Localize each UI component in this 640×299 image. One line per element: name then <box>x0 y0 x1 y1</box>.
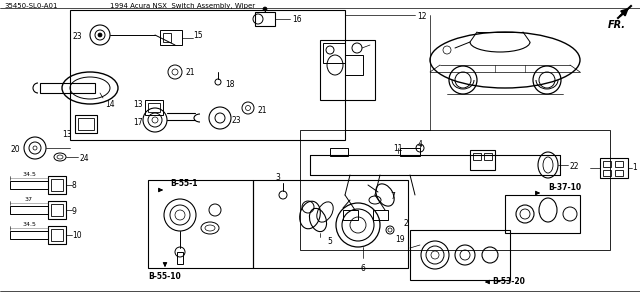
Bar <box>40 83 95 93</box>
Bar <box>48 201 66 219</box>
Text: 3: 3 <box>276 173 280 182</box>
Bar <box>373 210 388 220</box>
Text: 15: 15 <box>193 30 203 39</box>
Bar <box>148 180 253 268</box>
Bar <box>48 226 66 244</box>
Text: 21: 21 <box>185 68 195 77</box>
Bar <box>10 181 48 189</box>
Text: 5: 5 <box>328 237 332 246</box>
Text: 35450-SL0-A01: 35450-SL0-A01 <box>4 3 58 9</box>
Text: B-55-1: B-55-1 <box>170 179 198 188</box>
Text: 7: 7 <box>390 192 395 201</box>
Text: 22: 22 <box>570 162 579 171</box>
Bar <box>484 153 492 160</box>
Text: 13: 13 <box>62 130 72 139</box>
Bar <box>70 10 345 140</box>
Bar <box>323 43 345 63</box>
Bar <box>48 176 66 194</box>
Text: 10: 10 <box>72 231 82 240</box>
Text: 21: 21 <box>258 106 268 115</box>
Bar <box>320 40 375 100</box>
Text: B-53-20: B-53-20 <box>492 277 525 286</box>
Text: 6: 6 <box>360 264 365 273</box>
Text: 16: 16 <box>292 15 301 24</box>
Bar <box>255 12 275 26</box>
Bar <box>51 204 63 216</box>
Text: 11: 11 <box>393 144 403 153</box>
Bar <box>600 158 628 178</box>
Text: 18: 18 <box>225 80 234 89</box>
Text: 2: 2 <box>403 219 408 228</box>
Bar <box>148 103 160 112</box>
Bar <box>51 179 63 191</box>
Bar <box>160 30 182 45</box>
Text: 23: 23 <box>232 116 242 125</box>
Bar <box>410 230 510 280</box>
Bar <box>10 231 48 239</box>
Text: 1994 Acura NSX  Switch Assembly, Wiper: 1994 Acura NSX Switch Assembly, Wiper <box>110 3 255 9</box>
Text: FR.: FR. <box>608 20 626 30</box>
Text: 20: 20 <box>10 145 20 154</box>
Text: 23: 23 <box>72 32 82 41</box>
Text: 13: 13 <box>133 100 143 109</box>
Text: 12: 12 <box>417 12 426 21</box>
Text: 34.5: 34.5 <box>22 172 36 177</box>
Circle shape <box>98 33 102 37</box>
Bar <box>470 150 495 170</box>
Bar <box>145 100 163 115</box>
Bar <box>10 206 48 214</box>
Bar <box>603 170 611 176</box>
Text: 8: 8 <box>72 181 77 190</box>
Text: 14: 14 <box>105 100 115 109</box>
Bar <box>345 55 363 75</box>
Text: 17: 17 <box>133 118 143 127</box>
Bar <box>177 252 183 264</box>
Text: B-55-10: B-55-10 <box>148 272 180 281</box>
Text: 34.5: 34.5 <box>22 222 36 227</box>
Bar <box>615 170 623 176</box>
Bar <box>400 148 420 156</box>
Bar <box>75 115 97 133</box>
Bar <box>51 229 63 241</box>
Text: 4: 4 <box>417 140 422 149</box>
Bar <box>163 33 171 42</box>
Text: 1: 1 <box>632 163 637 172</box>
Text: 24: 24 <box>80 154 90 163</box>
Text: B-37-10: B-37-10 <box>548 183 581 192</box>
Bar <box>78 118 94 130</box>
Bar <box>473 153 481 160</box>
Text: 37: 37 <box>25 197 33 202</box>
Circle shape <box>263 7 267 11</box>
Bar <box>615 161 623 167</box>
Text: 9: 9 <box>72 207 77 216</box>
Bar <box>330 148 348 156</box>
Bar <box>505 195 580 233</box>
Text: 19: 19 <box>395 235 404 244</box>
Bar <box>253 180 408 268</box>
Bar <box>300 130 610 250</box>
Bar <box>343 210 358 220</box>
Bar <box>603 161 611 167</box>
